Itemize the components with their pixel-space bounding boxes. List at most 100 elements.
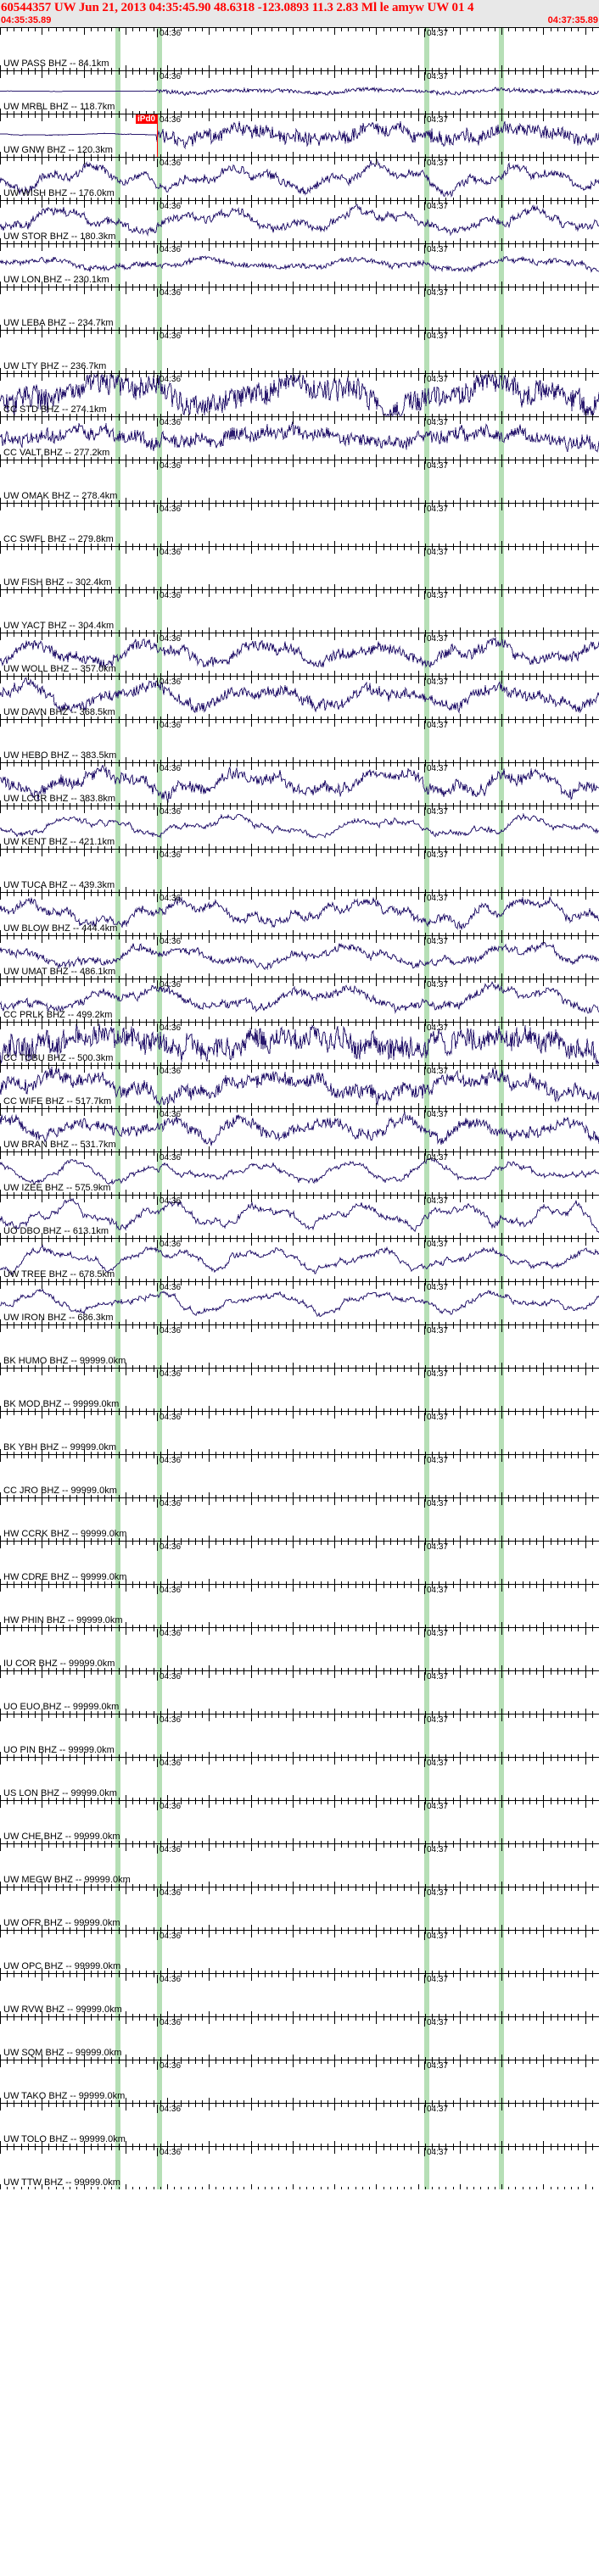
trace-row[interactable]: 04:36 04:37 UW IZEE BHZ -- 575.9km xyxy=(0,1151,599,1195)
trace-row[interactable]: 04:36 04:37 UW TOLO BHZ -- 99999.0km xyxy=(0,2103,599,2146)
trace-row[interactable]: 04:36 04:37 UW IRON BHZ -- 686.3km xyxy=(0,1281,599,1324)
trace-row[interactable]: 04:36 04:37 UW OFR BHZ -- 99999.0km xyxy=(0,1887,599,1930)
trace-row[interactable]: 04:36 04:37 UW LON BHZ -- 230.1km xyxy=(0,243,599,287)
time-axis-ticks xyxy=(0,1542,599,1549)
time-tick-label: 04:36 xyxy=(157,1975,181,1984)
trace-row[interactable]: 04:36 04:37 UW TTW BHZ -- 99999.0km xyxy=(0,2146,599,2189)
phase-pick-label[interactable]: iPd0 xyxy=(136,114,158,124)
trace-row[interactable]: 04:36 04:37 UW LTY BHZ -- 236.7km xyxy=(0,330,599,373)
trace-row[interactable]: 04:36 04:37 UW OMAK BHZ -- 278.4km xyxy=(0,460,599,503)
trace-row[interactable]: 04:36 04:37 US LON BHZ -- 99999.0km xyxy=(0,1757,599,1800)
time-axis-ticks xyxy=(0,720,599,728)
trace-row[interactable]: 04:36 04:37 CC JRO BHZ -- 99999.0km xyxy=(0,1454,599,1497)
time-tick-label: 04:36 xyxy=(157,2105,181,2114)
highlight-band xyxy=(499,1844,504,1887)
highlight-band xyxy=(115,1715,120,1757)
trace-row[interactable]: 04:36 04:37 iPd0 UW GNW BHZ -- 120.3km xyxy=(0,114,599,157)
highlight-band xyxy=(115,28,120,70)
trace-row[interactable]: 04:36 04:37 UW WISH BHZ -- 176.0km xyxy=(0,157,599,200)
trace-row[interactable]: 04:36 04:37 UW DAVN BHZ -- 368.5km xyxy=(0,676,599,719)
trace-row[interactable]: 04:36 04:37 BK MOD BHZ -- 99999.0km xyxy=(0,1368,599,1411)
trace-row[interactable]: 04:36 04:37 CC TCBU BHZ -- 500.3km xyxy=(0,1022,599,1065)
trace-row[interactable]: 04:36 04:37 UO EUO BHZ -- 99999.0km xyxy=(0,1670,599,1714)
trace-row[interactable]: 04:36 04:37 UW WOLL BHZ -- 357.0km xyxy=(0,633,599,676)
time-tick-label: 04:36 xyxy=(157,634,181,644)
highlight-band xyxy=(499,28,504,70)
time-tick-label: 04:36 xyxy=(157,1802,181,1811)
trace-row[interactable]: 04:36 04:37 UW CHE BHZ -- 99999.0km xyxy=(0,1800,599,1843)
window-end-time: 04:37:35.89 xyxy=(548,15,598,26)
trace-row[interactable]: 04:36 04:37 HW CDRE BHZ -- 99999.0km xyxy=(0,1541,599,1584)
trace-row[interactable]: 04:36 04:37 UW LEBA BHZ -- 234.7km xyxy=(0,287,599,330)
trace-row[interactable]: 04:36 04:37 UW TREE BHZ -- 678.5km xyxy=(0,1238,599,1281)
trace-row[interactable]: 04:36 04:37 CC WIFE BHZ -- 517.7km xyxy=(0,1065,599,1108)
time-tick-label: 04:37 xyxy=(424,1802,448,1811)
station-label: UW TREE BHZ -- 678.5km xyxy=(3,1269,115,1280)
station-label: UW YACT BHZ -- 304.4km xyxy=(3,621,114,631)
trace-row[interactable]: 04:36 04:37 BK HUMO BHZ -- 99999.0km xyxy=(0,1324,599,1368)
highlight-band xyxy=(499,720,504,762)
trace-row[interactable]: 04:36 04:37 UO DBO BHZ -- 613.1km xyxy=(0,1195,599,1238)
trace-row[interactable]: 04:36 04:37 CC PRLK BHZ -- 499.2km xyxy=(0,979,599,1022)
time-tick-label: 04:37 xyxy=(424,1456,448,1465)
trace-row[interactable]: 04:36 04:37 HW PHIN BHZ -- 99999.0km xyxy=(0,1584,599,1627)
highlight-band xyxy=(499,1671,504,1714)
trace-row[interactable]: 04:36 04:37 UW YACT BHZ -- 304.4km xyxy=(0,589,599,633)
highlight-band xyxy=(499,504,504,546)
trace-row[interactable]: 04:36 04:37 UW RVW BHZ -- 99999.0km xyxy=(0,1973,599,2016)
station-label: UW LEBA BHZ -- 234.7km xyxy=(3,318,114,328)
station-label: UW SQM BHZ -- 99999.0km xyxy=(3,2048,121,2058)
station-label: UW TAKO BHZ -- 99999.0km xyxy=(3,2091,125,2101)
trace-row[interactable]: 04:36 04:37 UW BRAN BHZ -- 531.7km xyxy=(0,1108,599,1151)
time-tick-label: 04:37 xyxy=(424,202,448,211)
trace-row[interactable]: 04:36 04:37 UW FISH BHZ -- 302.4km xyxy=(0,546,599,589)
trace-row[interactable]: 04:36 04:37 UW OPC BHZ -- 99999.0km xyxy=(0,1930,599,1973)
highlight-band xyxy=(499,331,504,373)
time-axis-ticks xyxy=(0,2060,599,2068)
trace-row[interactable]: 04:36 04:37 UW LCCR BHZ -- 383.8km xyxy=(0,762,599,806)
station-label: UW BLOW BHZ -- 444.4km xyxy=(3,923,117,934)
highlight-band xyxy=(499,1412,504,1454)
trace-row[interactable]: 04:36 04:37 UO PIN BHZ -- 99999.0km xyxy=(0,1714,599,1757)
time-tick-label: 04:37 xyxy=(424,634,448,644)
trace-row[interactable]: 04:36 04:37 UW HEBO BHZ -- 383.5km xyxy=(0,719,599,762)
highlight-band xyxy=(499,1715,504,1757)
station-label: CC STD BHZ -- 274.1km xyxy=(3,404,107,415)
trace-row[interactable]: 04:36 04:37 CC STD BHZ -- 274.1km xyxy=(0,373,599,416)
trace-row[interactable]: 04:36 04:37 UW MRBL BHZ -- 118.7km xyxy=(0,70,599,114)
trace-row[interactable]: 04:36 04:37 UW BLOW BHZ -- 444.4km xyxy=(0,892,599,935)
trace-row[interactable]: 04:36 04:37 UW MEGW BHZ -- 99999.0km xyxy=(0,1843,599,1887)
station-label: BK HUMO BHZ -- 99999.0km xyxy=(3,1356,126,1366)
time-tick-label: 04:36 xyxy=(157,548,181,557)
trace-row[interactable]: 04:36 04:37 UW SQM BHZ -- 99999.0km xyxy=(0,2016,599,2060)
time-tick-label: 04:36 xyxy=(157,115,181,125)
time-tick-label: 04:37 xyxy=(424,1975,448,1984)
time-tick-label: 04:36 xyxy=(157,202,181,211)
time-tick-label: 04:36 xyxy=(157,288,181,298)
time-tick-label: 04:36 xyxy=(157,1283,181,1292)
station-label: UO EUO BHZ -- 99999.0km xyxy=(3,1702,119,1712)
trace-row[interactable]: 04:36 04:37 CC SWFL BHZ -- 279.8km xyxy=(0,503,599,546)
time-tick-label: 04:37 xyxy=(424,461,448,471)
phase-pick-line[interactable] xyxy=(157,114,158,157)
trace-row[interactable]: 04:36 04:37 UW STOR BHZ -- 180.3km xyxy=(0,200,599,243)
window-start-time: 04:35:35.89 xyxy=(1,15,51,26)
trace-row[interactable]: 04:36 04:37 HW CCRK BHZ -- 99999.0km xyxy=(0,1497,599,1541)
trace-row[interactable]: 04:36 04:37 UW TUCA BHZ -- 439.3km xyxy=(0,849,599,892)
time-tick-label: 04:37 xyxy=(424,2148,448,2157)
trace-row[interactable]: 04:36 04:37 CC VALT BHZ -- 277.2km xyxy=(0,416,599,460)
trace-row[interactable]: 04:36 04:37 UW PASS BHZ -- 84.1km xyxy=(0,27,599,70)
station-label: UW FISH BHZ -- 302.4km xyxy=(3,577,111,588)
trace-row[interactable]: 04:36 04:37 BK YBH BHZ -- 99999.0km xyxy=(0,1411,599,1454)
time-tick-label: 04:37 xyxy=(424,1023,448,1033)
time-tick-label: 04:37 xyxy=(424,2061,448,2071)
trace-row[interactable]: 04:36 04:37 UW KENT BHZ -- 421.1km xyxy=(0,806,599,849)
station-label: UW LCCR BHZ -- 383.8km xyxy=(3,794,115,804)
trace-row[interactable]: 04:36 04:37 UW UMAT BHZ -- 486.1km xyxy=(0,935,599,979)
trace-row[interactable]: 04:36 04:37 UW TAKO BHZ -- 99999.0km xyxy=(0,2060,599,2103)
time-tick-label: 04:37 xyxy=(424,850,448,860)
time-tick-label: 04:36 xyxy=(157,807,181,817)
highlight-band xyxy=(499,1542,504,1584)
time-tick-label: 04:36 xyxy=(157,894,181,903)
trace-row[interactable]: 04:36 04:37 IU COR BHZ -- 99999.0km xyxy=(0,1627,599,1670)
